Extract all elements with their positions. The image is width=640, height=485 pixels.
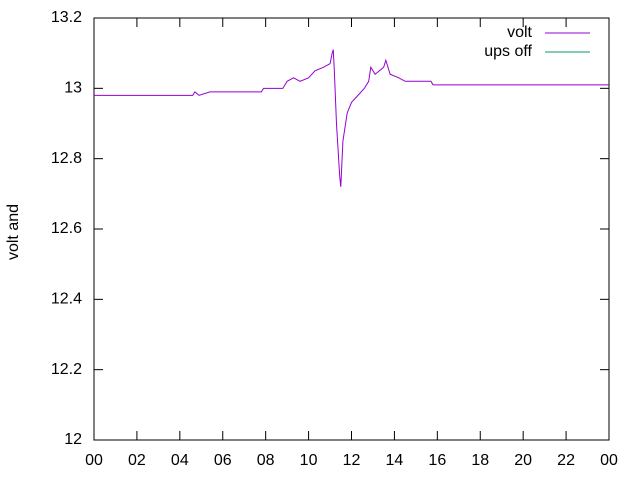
x-tick-label: 20: [514, 452, 532, 469]
y-tick-label: 12.4: [51, 291, 82, 308]
x-tick-label: 00: [85, 452, 103, 469]
y-axis-label: volt and: [5, 204, 22, 260]
legend-label: ups off: [484, 43, 532, 60]
x-tick-label: 12: [343, 452, 361, 469]
legend-label: volt: [507, 24, 532, 41]
y-tick-label: 12: [64, 431, 82, 448]
x-tick-label: 00: [600, 452, 618, 469]
y-tick-label: 13.2: [51, 9, 82, 26]
x-tick-label: 18: [471, 452, 489, 469]
x-tick-label: 22: [557, 452, 575, 469]
y-tick-label: 12.8: [51, 150, 82, 167]
x-tick-label: 10: [300, 452, 318, 469]
y-tick-label: 12.6: [51, 220, 82, 237]
x-tick-label: 06: [214, 452, 232, 469]
y-tick-label: 12.2: [51, 361, 82, 378]
plot-border: [93, 17, 610, 441]
x-tick-label: 08: [257, 452, 275, 469]
y-tick-label: 13: [64, 80, 82, 97]
data-line: [94, 49, 609, 187]
x-tick-label: 04: [171, 452, 189, 469]
x-tick-label: 16: [428, 452, 446, 469]
x-tick-label: 02: [128, 452, 146, 469]
x-tick-label: 14: [386, 452, 404, 469]
